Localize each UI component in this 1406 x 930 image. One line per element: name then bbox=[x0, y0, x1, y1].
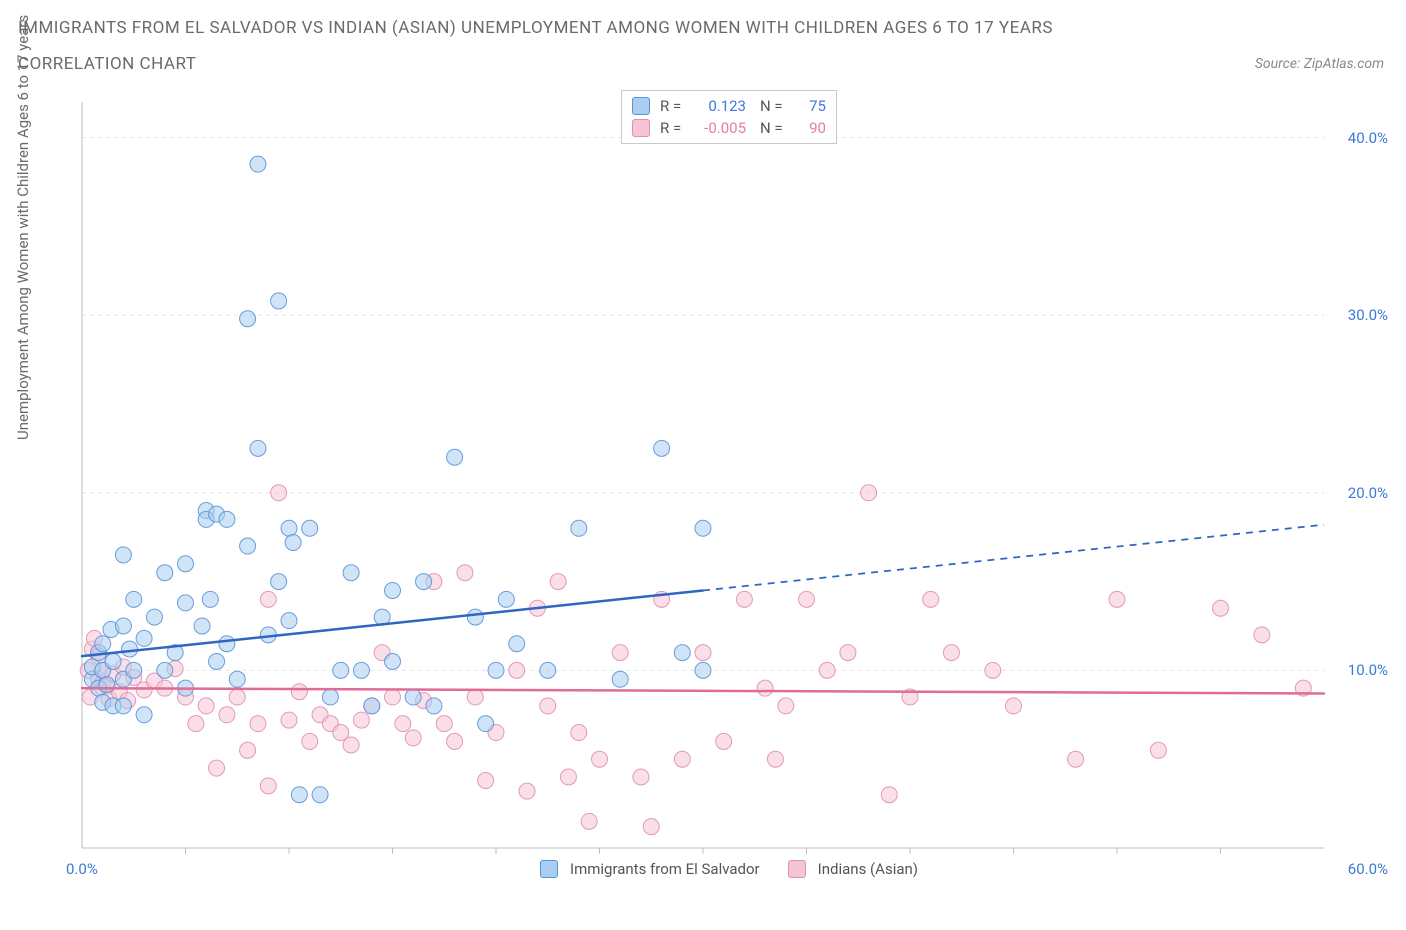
title-line-2: CORRELATION CHART bbox=[18, 52, 1388, 78]
legend-r-value: -0.005 bbox=[696, 119, 746, 137]
legend-r-label: R = bbox=[660, 97, 690, 115]
legend-swatch bbox=[788, 860, 806, 878]
legend-swatch bbox=[540, 860, 558, 878]
y-tick-label: 40.0% bbox=[1348, 129, 1388, 147]
legend-bottom: Immigrants from El Salvador Indians (Asia… bbox=[540, 860, 918, 878]
legend-swatch bbox=[632, 119, 650, 137]
legend-n-value: 90 bbox=[796, 119, 826, 137]
x-axis-max-label: 60.0% bbox=[1348, 860, 1388, 878]
legend-top-row: R = -0.005 N = 90 bbox=[632, 117, 826, 139]
title-block: IMMIGRANTS FROM EL SALVADOR VS INDIAN (A… bbox=[0, 0, 1406, 77]
legend-r-value: 0.123 bbox=[696, 97, 746, 115]
legend-n-value: 75 bbox=[796, 97, 826, 115]
scatter-plot bbox=[74, 90, 1384, 880]
legend-bottom-item: Immigrants from El Salvador bbox=[540, 860, 760, 878]
y-tick-label: 20.0% bbox=[1348, 484, 1388, 502]
legend-bottom-label: Indians (Asian) bbox=[818, 860, 918, 878]
legend-top-row: R = 0.123 N = 75 bbox=[632, 95, 826, 117]
source-label: Source: ZipAtlas.com bbox=[1255, 56, 1384, 72]
legend-bottom-item: Indians (Asian) bbox=[788, 860, 918, 878]
y-tick-label: 30.0% bbox=[1348, 306, 1388, 324]
legend-bottom-label: Immigrants from El Salvador bbox=[570, 860, 760, 878]
legend-r-label: R = bbox=[660, 119, 690, 137]
chart-area: ZIPatlas R =0.123N =75R =-0.005N =90 0.0… bbox=[74, 90, 1384, 880]
legend-n-label: N = bbox=[760, 97, 790, 115]
legend-n-label: N = bbox=[760, 119, 790, 137]
legend-top: R = 0.123 N = 75 R = -0.005 N = 90 bbox=[621, 90, 837, 144]
title-line-1: IMMIGRANTS FROM EL SALVADOR VS INDIAN (A… bbox=[18, 16, 1388, 42]
y-axis-label: Unemployment Among Women with Children A… bbox=[14, 15, 32, 440]
legend-swatch bbox=[632, 97, 650, 115]
x-axis-min-label: 0.0% bbox=[66, 860, 98, 878]
y-tick-label: 10.0% bbox=[1348, 661, 1388, 679]
